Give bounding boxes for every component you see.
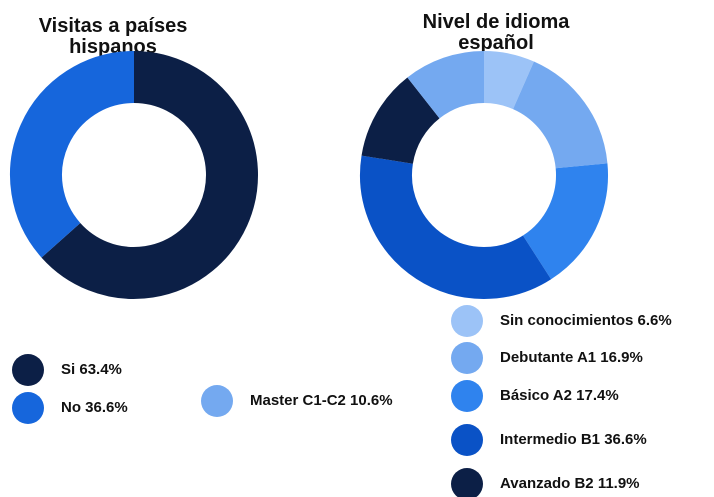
legend-name: Master C1-C2: [250, 392, 346, 409]
legend-swatch: [12, 392, 44, 424]
legend-name: Sin conocimientos: [500, 312, 633, 329]
legend-name: Avanzado B2: [500, 475, 594, 492]
legend-name: Intermedio B1: [500, 431, 600, 448]
legend-name: Si: [61, 361, 75, 378]
legend-value: 6.6%: [638, 312, 672, 329]
legend-swatch: [451, 424, 483, 456]
donut-segment: [360, 155, 552, 299]
legend-value: 10.6%: [350, 392, 393, 409]
donut-segment: [10, 51, 135, 258]
legend-swatch: [451, 380, 483, 412]
legend-value: 11.9%: [598, 475, 640, 492]
legend-label: Si 63.4%: [61, 361, 122, 378]
donut-segment: [482, 51, 534, 110]
legend-swatch: [12, 354, 44, 386]
donut-segment: [512, 61, 608, 170]
donut-segment: [522, 163, 608, 280]
legend-label: No 36.6%: [61, 399, 128, 416]
legend-label: Intermedio B1 36.6%: [500, 431, 647, 448]
donut-segment: [407, 51, 486, 120]
legend-value: 36.6%: [604, 431, 647, 448]
legend-value: 16.9%: [600, 349, 643, 366]
legend-label: Sin conocimientos 6.6%: [500, 312, 672, 329]
legend-name: No: [61, 399, 81, 416]
legend-swatch: [201, 385, 233, 417]
legend-label: Básico A2 17.4%: [500, 387, 619, 404]
legend-value: 17.4%: [576, 387, 619, 404]
legend-label: Debutante A1 16.9%: [500, 349, 643, 366]
donut-segment: [41, 51, 258, 299]
legend-label: Master C1-C2 10.6%: [250, 392, 393, 409]
legend-value: 63.4%: [79, 361, 122, 378]
legend-name: Básico A2: [500, 387, 572, 404]
chart-title: Nivel de idioma español: [422, 11, 570, 54]
donut-segment: [361, 77, 441, 165]
legend-swatch: [451, 305, 483, 337]
legend-value: 36.6%: [85, 399, 128, 416]
legend-swatch: [451, 342, 483, 374]
legend-label: Avanzado B2 11.9%: [500, 475, 640, 492]
legend-swatch: [451, 468, 483, 497]
legend-name: Debutante A1: [500, 349, 596, 366]
